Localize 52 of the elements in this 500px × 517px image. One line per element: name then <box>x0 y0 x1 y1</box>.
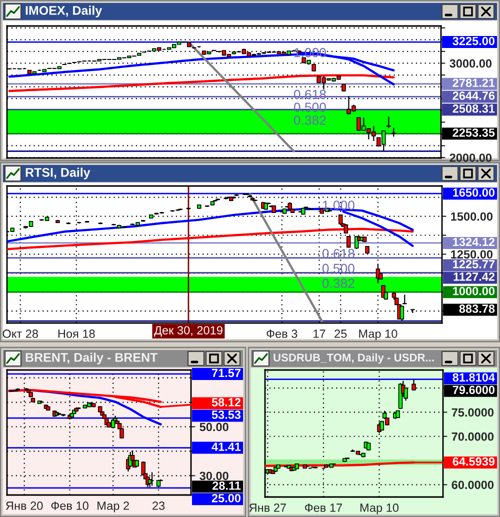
ref-line-label: 1000.00 <box>453 286 495 296</box>
ref-line-label: 1127.42 <box>454 272 495 281</box>
x-tick-label: Мар 10 <box>359 330 398 340</box>
ref-line-label: 41.41 <box>212 442 241 451</box>
x-tick-label: Янв 27 <box>249 504 286 512</box>
annotation: 1.000 <box>322 200 354 210</box>
x-tick-label: Мар 10 <box>360 504 399 514</box>
ref-line-label: 25.00 <box>212 494 241 502</box>
ref-line-label: 81.8104 <box>452 373 495 382</box>
ref-line-label: 1225.77 <box>453 260 494 268</box>
text: 883.78 <box>459 304 495 313</box>
chart-title: USDRUB_TOM, Daily - USDR... <box>274 353 434 364</box>
y-tick-label: 60.0000 <box>452 480 494 490</box>
ref-line-label: 3225.00 <box>452 36 495 46</box>
x-tick-label: Окт 28 <box>2 330 38 338</box>
text: 2253.35 <box>452 128 495 137</box>
x-tick-label: Янв 20 <box>6 502 43 510</box>
annotation: 0.382 <box>322 278 354 288</box>
x-tick-label: Мар 2 <box>98 502 129 512</box>
y-tick-label: 1250.00 <box>451 250 493 259</box>
chart-title: RTSI, Daily <box>26 168 90 180</box>
y-tick-label: 70.0000 <box>452 432 494 441</box>
y-tick-label: 50.00 <box>200 422 228 432</box>
annotation: 0.500 <box>322 264 354 274</box>
y-tick-label: 30.00 <box>200 472 228 480</box>
x-tick-label: Фев 10 <box>51 502 88 510</box>
annotation: 0.618 <box>322 248 354 258</box>
x-tick-label: 17 <box>314 330 326 338</box>
ref-line-label: 2508.31 <box>452 104 495 113</box>
text: 28.11 <box>212 481 241 490</box>
annotation: 0.382 <box>294 116 326 125</box>
ref-line-label: 1324.12 <box>453 238 495 246</box>
y-tick-label: 1500.00 <box>451 212 493 221</box>
x-tick-label: Ноя 18 <box>58 330 95 338</box>
chart-title: BRENT, Daily - BRENT <box>26 352 158 364</box>
text: 79.6000 <box>452 386 495 394</box>
ref-line-label: 2781.21 <box>452 78 495 88</box>
data-label: 64.5939 <box>452 457 495 466</box>
ref-line-label: 71.57 <box>212 368 240 378</box>
data-label: 58.12 <box>212 398 241 406</box>
ref-line-label: 1650.00 <box>453 188 495 197</box>
x-tick-label: Фев 3 <box>266 330 298 338</box>
ref-line-label: 2644.76 <box>452 92 495 100</box>
chart-title: IMOEX, Daily <box>26 6 102 18</box>
x-tick-label: 23 <box>152 502 165 510</box>
x-tick-label: 25 <box>334 330 347 338</box>
y-tick-label: 3000.00 <box>450 59 492 68</box>
y-tick-label: 2000.00 <box>450 154 492 162</box>
ref-line-label: Дек 30, 2019 <box>154 326 222 337</box>
x-tick-label: Фев 17 <box>305 504 342 512</box>
ref-line-label: 53.53 <box>212 410 241 419</box>
y-tick-label: 75.0000 <box>452 408 494 417</box>
